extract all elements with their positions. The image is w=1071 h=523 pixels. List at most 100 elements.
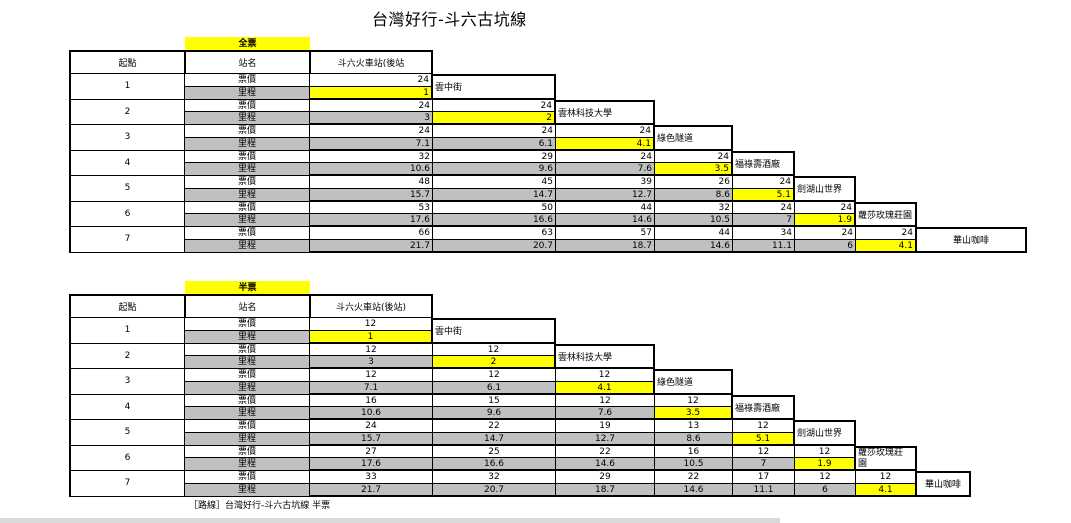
distance-cell: 10.5	[655, 458, 733, 471]
distance-cell: 3.5	[655, 163, 733, 176]
distance-cell: 16.6	[433, 458, 556, 471]
distance-cell: 20.7	[433, 483, 556, 497]
row-label-price: 票價	[185, 176, 310, 189]
price-cell: 12	[310, 343, 433, 357]
price-cell: 12	[310, 369, 433, 382]
header-first-station: 斗六火車站(後站	[310, 50, 433, 74]
distance-cell: 10.6	[310, 163, 433, 176]
row-start-number: 1	[69, 74, 185, 100]
price-cell: 29	[433, 150, 556, 164]
distance-cell: 14.6	[556, 214, 655, 227]
row-label-distance: 里程	[185, 214, 310, 227]
price-cell: 57	[556, 227, 655, 240]
row-label-distance: 里程	[185, 432, 310, 446]
distance-cell: 17.6	[310, 458, 433, 471]
price-cell: 53	[310, 201, 433, 215]
distance-cell: 21.7	[310, 239, 433, 253]
header-station: 站名	[185, 294, 310, 318]
price-cell: 16	[310, 394, 433, 408]
header-start: 起點	[69, 294, 185, 318]
row-label-price: 票價	[185, 99, 310, 113]
price-cell: 24	[310, 125, 433, 138]
distance-cell: 1	[310, 330, 433, 344]
row-start-number: 5	[69, 176, 185, 202]
row-start-number: 2	[69, 99, 185, 125]
distance-cell: 15.7	[310, 188, 433, 202]
distance-cell: 8.6	[655, 432, 733, 446]
price-cell: 12	[795, 445, 856, 459]
price-cell: 26	[655, 176, 733, 189]
row-start-number: 6	[69, 445, 185, 471]
distance-cell: 6.1	[433, 381, 556, 395]
price-cell: 24	[310, 74, 433, 87]
distance-cell: 5.1	[733, 432, 795, 446]
price-cell: 27	[310, 445, 433, 459]
price-cell: 48	[310, 176, 433, 189]
row-label-distance: 里程	[185, 86, 310, 100]
price-cell: 22	[556, 445, 655, 459]
row-label-distance: 里程	[185, 458, 310, 471]
distance-cell: 6.1	[433, 137, 556, 151]
price-cell: 16	[655, 445, 733, 459]
price-cell: 12	[655, 394, 733, 408]
row-start-number: 2	[69, 343, 185, 369]
distance-cell: 3.5	[655, 407, 733, 420]
station-name-box: 蘿莎玫瑰莊 園	[856, 445, 917, 471]
distance-cell: 7.1	[310, 381, 433, 395]
distance-cell: 17.6	[310, 214, 433, 227]
distance-cell: 4.1	[556, 381, 655, 395]
distance-cell: 4.1	[556, 137, 655, 151]
row-label-price: 票價	[185, 318, 310, 331]
price-cell: 12	[795, 471, 856, 484]
price-cell: 15	[433, 394, 556, 408]
fare-type-label: 半票	[185, 281, 310, 295]
price-cell: 17	[733, 471, 795, 484]
row-start-number: 7	[69, 471, 185, 497]
horizontal-scrollbar[interactable]	[0, 518, 780, 523]
row-label-price: 票價	[185, 394, 310, 408]
station-name-box: 雲中街	[433, 318, 556, 344]
price-cell: 12	[733, 420, 795, 433]
row-label-price: 票價	[185, 369, 310, 382]
price-cell: 50	[433, 201, 556, 215]
row-start-number: 3	[69, 125, 185, 151]
distance-cell: 16.6	[433, 214, 556, 227]
distance-cell: 4.1	[856, 239, 917, 253]
price-cell: 24	[795, 201, 856, 215]
distance-cell: 15.7	[310, 432, 433, 446]
distance-cell: 21.7	[310, 483, 433, 497]
price-cell: 45	[433, 176, 556, 189]
price-cell: 29	[556, 471, 655, 484]
row-start-number: 5	[69, 420, 185, 446]
station-name-box: 福祿壽酒廠	[733, 394, 795, 420]
distance-cell: 11.1	[733, 483, 795, 497]
row-label-price: 票價	[185, 227, 310, 240]
distance-cell: 6	[795, 483, 856, 497]
price-cell: 12	[733, 445, 795, 459]
distance-cell: 14.6	[556, 458, 655, 471]
row-label-distance: 里程	[185, 407, 310, 420]
station-name-box: 劍湖山世界	[795, 420, 856, 446]
price-cell: 24	[795, 227, 856, 240]
price-cell: 32	[310, 150, 433, 164]
row-label-price: 票價	[185, 150, 310, 164]
station-name-box: 雲林科技大學	[556, 343, 655, 369]
price-cell: 12	[433, 369, 556, 382]
distance-cell: 1.9	[795, 458, 856, 471]
distance-cell: 7.1	[310, 137, 433, 151]
page-title: 台灣好行-斗六古坑線	[372, 10, 527, 29]
distance-cell: 3	[310, 112, 433, 125]
price-cell: 24	[733, 201, 795, 215]
price-cell: 24	[556, 150, 655, 164]
price-cell: 12	[856, 471, 917, 484]
distance-cell: 10.6	[310, 407, 433, 420]
station-name-box: 雲林科技大學	[556, 99, 655, 125]
distance-cell: 7.6	[556, 407, 655, 420]
row-label-distance: 里程	[185, 239, 310, 253]
price-cell: 22	[655, 471, 733, 484]
distance-cell: 7.6	[556, 163, 655, 176]
distance-cell: 4.1	[856, 483, 917, 497]
row-start-number: 6	[69, 201, 185, 227]
row-start-number: 1	[69, 318, 185, 344]
distance-cell: 2	[433, 356, 556, 369]
